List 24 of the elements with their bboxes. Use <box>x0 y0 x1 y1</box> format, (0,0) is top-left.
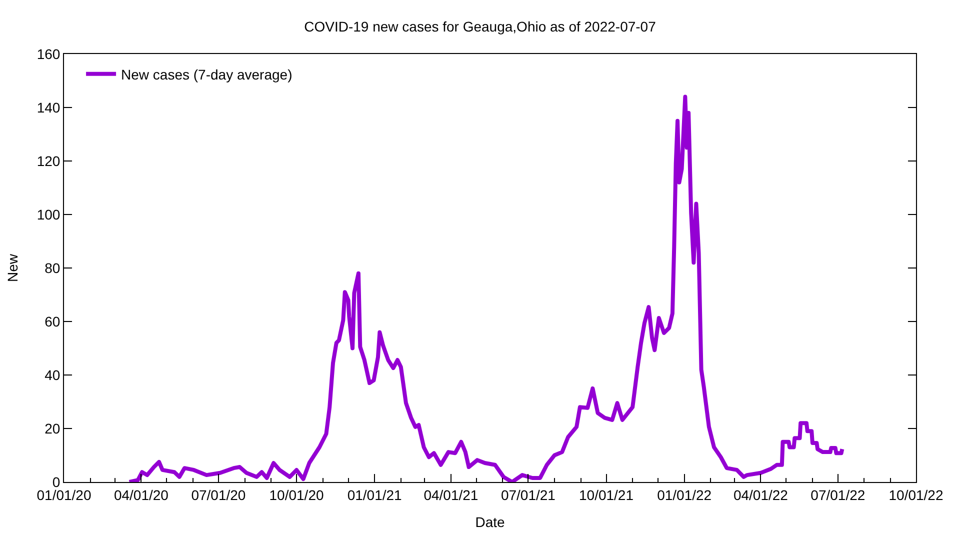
y-tick-label: 140 <box>36 99 60 116</box>
line-series <box>127 94 844 482</box>
x-tick-label: 07/01/21 <box>500 486 556 503</box>
y-tick-label: 80 <box>44 260 60 276</box>
x-tick-label: 04/01/21 <box>424 486 478 503</box>
x-tick-label: 04/01/22 <box>733 486 788 503</box>
y-tick-label: 100 <box>36 206 60 222</box>
x-axis-title: Date <box>475 514 505 530</box>
x-tick-label: 04/01/20 <box>114 486 169 503</box>
chart-title: COVID-19 new cases for Geauga,Ohio as of 2022-07-07 <box>304 18 656 34</box>
y-axis-title: New <box>4 253 20 282</box>
legend-label: New cases (7-day average) <box>121 66 292 82</box>
x-tick-label: 01/01/22 <box>657 486 712 503</box>
x-tick-label: 10/01/20 <box>269 486 324 503</box>
y-tick-label: 160 <box>36 46 60 62</box>
y-tick-label: 120 <box>36 152 60 169</box>
x-tick-label: 10/01/22 <box>888 486 944 503</box>
x-tick-label: 07/01/22 <box>810 486 866 503</box>
y-tick-label: 40 <box>44 366 60 383</box>
x-tick-label: 10/01/21 <box>579 486 634 503</box>
x-tick-label: 07/01/20 <box>191 486 246 503</box>
y-tick-label: 20 <box>44 420 60 436</box>
y-tick-label: 60 <box>44 313 60 330</box>
x-tick-label: 01/01/21 <box>347 486 402 503</box>
